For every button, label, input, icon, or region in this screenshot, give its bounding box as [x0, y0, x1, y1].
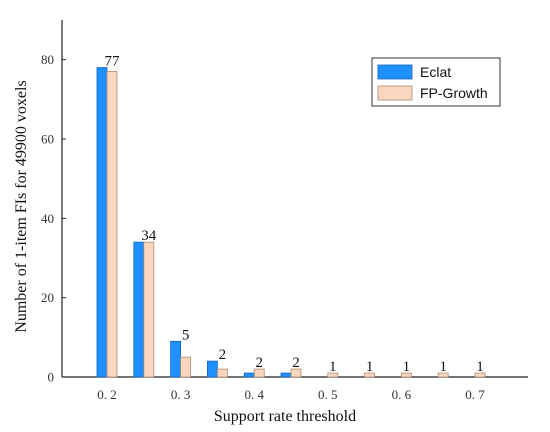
legend-swatch	[377, 64, 413, 80]
data-label: 2	[292, 355, 300, 371]
x-axis-title: Support rate threshold	[214, 408, 356, 425]
x-tick-label: 0. 7	[465, 387, 485, 402]
data-label: 1	[403, 359, 411, 375]
bar-fp-growth	[216, 368, 228, 378]
bar-eclat	[280, 372, 292, 378]
y-tick-label: 20	[41, 290, 54, 305]
bar-eclat	[170, 340, 182, 378]
legend-swatch	[377, 85, 413, 101]
bar-fp-growth	[474, 372, 486, 378]
bar-fp-growth	[143, 241, 155, 378]
data-label: 1	[366, 359, 374, 375]
x-tick-label: 0. 4	[244, 387, 264, 402]
y-tick-label: 60	[41, 132, 54, 147]
bar-fp-growth	[180, 356, 192, 378]
x-tick-label: 0. 6	[392, 387, 412, 402]
legend-label: Eclat	[420, 64, 451, 80]
data-label: 77	[105, 54, 121, 70]
x-tick-label: 0. 5	[318, 387, 338, 402]
data-label: 2	[255, 355, 263, 371]
data-label: 1	[476, 359, 484, 375]
data-label: 5	[182, 327, 190, 343]
bar-fp-growth	[400, 372, 412, 378]
bar-eclat	[96, 67, 108, 378]
data-label: 2	[219, 347, 227, 363]
bar-fp-growth	[437, 372, 449, 378]
axes-layer: 0 20 40 60 80 0. 2 0. 3 0. 4 0. 5 0. 6 0. 7	[41, 20, 528, 402]
legend: Eclat FP-Growth	[371, 57, 501, 107]
bar-fp-growth	[253, 368, 265, 378]
y-tick-label: 40	[41, 211, 54, 226]
bar-fp-growth	[327, 372, 339, 378]
data-label: 1	[439, 359, 447, 375]
legend-label: FP-Growth	[420, 85, 488, 101]
x-tick-label: 0. 3	[171, 387, 191, 402]
data-labels-layer: 77 34 5 2 2 2 1 1 1 1 1	[105, 54, 484, 375]
bars-layer	[96, 67, 486, 378]
y-axis-title: Number of 1-item FIs for 49900 voxels	[13, 80, 30, 332]
bar-eclat	[243, 372, 255, 378]
data-label: 1	[329, 359, 337, 375]
bar-eclat	[133, 241, 145, 378]
x-tick-label: 0. 2	[97, 387, 117, 402]
bar-fp-growth	[106, 71, 118, 378]
bar-fp-growth	[364, 372, 376, 378]
data-label: 34	[141, 228, 157, 244]
y-tick-label: 80	[41, 52, 54, 67]
bar-eclat	[206, 360, 218, 378]
bar-fp-growth	[290, 368, 302, 378]
y-tick-label: 0	[48, 370, 55, 385]
